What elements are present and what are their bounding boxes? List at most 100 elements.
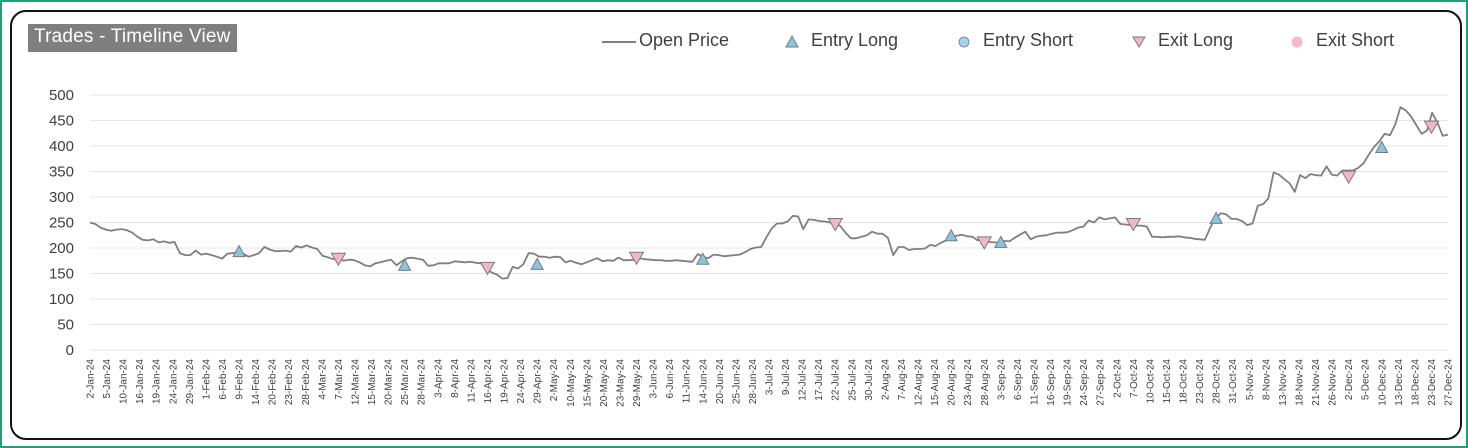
x-tick-label: 2-Dec-24 <box>1344 359 1355 401</box>
x-tick-label: 10-Dec-24 <box>1377 359 1388 406</box>
x-tick-label: 9-Jul-24 <box>781 359 792 396</box>
x-tick-label: 28-Mar-24 <box>417 359 428 406</box>
x-tick-label: 3-Jun-24 <box>649 359 660 399</box>
y-tick-label: 50 <box>57 317 74 334</box>
x-tick-label: 23-Dec-24 <box>1427 359 1438 406</box>
x-tick-label: 14-Feb-24 <box>251 359 262 406</box>
x-tick-label: 20-May-24 <box>599 359 610 407</box>
entry-long-marker <box>944 228 959 242</box>
x-tick-label: 3-Apr-24 <box>433 359 444 398</box>
x-tick-label: 16-Sep-24 <box>1046 359 1057 406</box>
x-tick-label: 18-Nov-24 <box>1294 359 1305 406</box>
legend-label-entry-short: Entry Short <box>983 30 1074 50</box>
y-tick-label: 400 <box>49 138 74 155</box>
x-tick-label: 24-Apr-24 <box>516 359 527 404</box>
chart-legend: Open Price Entry Long Entry Short Exit L… <box>12 28 1460 54</box>
y-tick-label: 450 <box>49 113 74 130</box>
x-tick-label: 30-Jul-24 <box>864 359 875 401</box>
open-price-line <box>89 106 1449 280</box>
x-tick-label: 12-Jul-24 <box>798 359 809 401</box>
x-tick-label: 28-Aug-24 <box>980 359 991 406</box>
x-tick-label: 15-Oct-24 <box>1162 359 1173 404</box>
circle-icon <box>1291 36 1303 48</box>
x-tick-label: 21-Nov-24 <box>1311 359 1322 406</box>
x-tick-label: 29-May-24 <box>632 359 643 407</box>
x-tick-label: 14-Jun-24 <box>698 359 709 404</box>
x-tick-label: 31-Oct-24 <box>1228 359 1239 404</box>
x-tick-label: 18-Dec-24 <box>1410 359 1421 406</box>
y-tick-label: 500 <box>49 87 74 104</box>
x-tick-label: 23-Feb-24 <box>284 359 295 406</box>
x-tick-label: 19-Sep-24 <box>1063 359 1074 406</box>
x-tick-label: 16-Apr-24 <box>483 359 494 404</box>
circle-icon <box>958 36 970 48</box>
exit-long-marker <box>479 261 496 276</box>
y-tick-label: 0 <box>66 342 74 359</box>
entry-long-marker <box>530 257 544 270</box>
x-tick-label: 7-Aug-24 <box>897 359 908 401</box>
entry-long-marker <box>1374 140 1389 154</box>
triangle-up-icon <box>785 34 799 48</box>
exit-long-marker <box>1423 120 1440 135</box>
x-tick-label: 23-May-24 <box>615 359 626 407</box>
legend-label-exit-long: Exit Long <box>1158 30 1234 50</box>
x-tick-label: 24-Sep-24 <box>1079 359 1090 406</box>
chart-card: Trades - Timeline View Open Price Entry … <box>10 10 1462 440</box>
exit-long-marker <box>1125 218 1142 232</box>
legend-label-exit-short: Exit Short <box>1316 30 1395 50</box>
x-tick-label: 12-Aug-24 <box>914 359 925 406</box>
x-tick-label: 2-Jan-24 <box>86 359 97 399</box>
x-tick-label: 24-Jan-24 <box>168 359 179 404</box>
entry-long-marker <box>1209 211 1223 224</box>
entry-long-marker <box>232 244 246 258</box>
x-tick-label: 2-Aug-24 <box>880 359 891 401</box>
x-tick-label: 5-Nov-24 <box>1245 359 1256 401</box>
x-tick-label: 20-Mar-24 <box>384 359 395 406</box>
x-tick-label: 29-Jan-24 <box>185 359 196 404</box>
x-tick-label: 10-Oct-24 <box>1145 359 1156 404</box>
x-tick-label: 3-Sep-24 <box>996 359 1007 401</box>
x-tick-label: 9-Feb-24 <box>235 359 246 400</box>
x-tick-label: 15-Aug-24 <box>930 359 941 406</box>
y-tick-label: 250 <box>49 215 74 232</box>
exit-long-marker <box>827 218 844 232</box>
x-tick-label: 2-May-24 <box>549 359 560 402</box>
chart-plot: 0 50 100 150 200 250 300 350 400 450 500 2-Jan-24 5-… <box>49 87 1455 407</box>
x-tick-label: 6-Sep-24 <box>1013 359 1024 401</box>
exit-long-marker <box>976 236 993 250</box>
x-tick-label: 27-Dec-24 <box>1444 359 1455 406</box>
x-tick-label: 28-Feb-24 <box>301 359 312 406</box>
x-tick-label: 12-Mar-24 <box>350 359 361 406</box>
x-tick-label: 1-Feb-24 <box>201 359 212 400</box>
x-tick-label: 15-May-24 <box>582 359 593 407</box>
x-tick-label: 3-Jul-24 <box>765 359 776 396</box>
x-tick-label: 16-Jan-24 <box>135 359 146 404</box>
exit-long-marker <box>1340 170 1357 185</box>
x-tick-label: 28-Oct-24 <box>1212 359 1223 404</box>
x-tick-label: 7-Oct-24 <box>1129 359 1140 398</box>
x-tick-label: 17-Jul-24 <box>814 359 825 401</box>
x-tick-label: 26-Nov-24 <box>1328 359 1339 406</box>
x-tick-label: 5-Dec-24 <box>1361 359 1372 401</box>
x-tick-label: 10-May-24 <box>566 359 577 407</box>
x-tick-label: 6-Feb-24 <box>218 359 229 400</box>
chart-title: Trades - Timeline View <box>28 24 237 52</box>
entry-long-marker <box>994 235 1008 248</box>
x-tick-label: 29-Apr-24 <box>533 359 544 404</box>
x-tick-label: 4-Mar-24 <box>317 359 328 400</box>
x-tick-label: 23-Oct-24 <box>1195 359 1206 404</box>
x-tick-label: 2-Oct-24 <box>1112 359 1123 398</box>
x-tick-label: 20-Feb-24 <box>268 359 279 406</box>
triangle-down-icon <box>1132 36 1146 48</box>
x-tick-label: 10-Jan-24 <box>119 359 130 404</box>
x-tick-label: 11-Jun-24 <box>682 359 693 404</box>
x-tick-label: 19-Apr-24 <box>500 359 511 404</box>
y-tick-label: 300 <box>49 189 74 206</box>
legend-label-open-price: Open Price <box>639 30 730 50</box>
x-tick-label: 13-Dec-24 <box>1394 359 1405 406</box>
x-tick-label: 6-Jun-24 <box>665 359 676 399</box>
x-tick-label: 23-Aug-24 <box>963 359 974 406</box>
x-tick-label: 25-Jul-24 <box>847 359 858 401</box>
y-tick-label: 200 <box>49 240 74 257</box>
